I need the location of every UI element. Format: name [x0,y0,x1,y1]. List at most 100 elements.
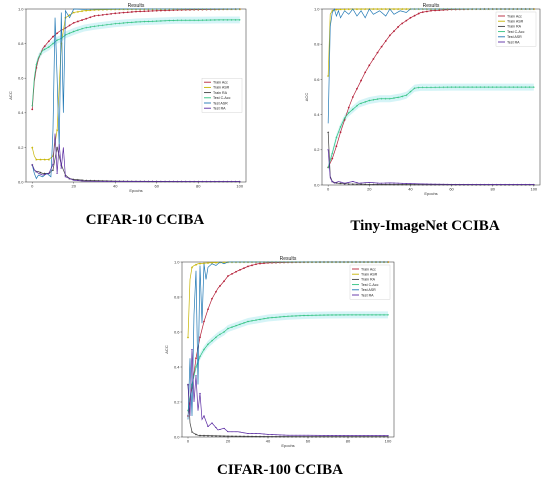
series-test-asr [31,8,240,180]
y-tick-label: 0.6 [174,329,180,334]
point-test-c-acc [130,21,133,24]
x-axis-label: Epochs [424,191,437,196]
point-train-acc [364,71,367,74]
point-train-ra [339,182,342,185]
point-train-acc [85,17,88,20]
point-train-acc [360,79,362,82]
legend-box [495,11,537,47]
point-test-c-acc [239,323,241,326]
y-tick-label: 1.0 [174,259,180,264]
point-train-ra [339,435,341,438]
point-train-asr [343,8,346,11]
point-test-c-acc [271,316,273,319]
point-test-c-acc [425,86,428,89]
point-train-ra [351,435,353,438]
point-test-c-acc [360,102,362,105]
point-train-asr [214,261,218,264]
x-tick-label: 60 [449,187,454,192]
x-tick-label: 60 [155,184,160,189]
x-axis-label: Epochs [129,188,142,193]
point-train-acc [106,13,108,16]
point-train-acc [160,9,162,12]
point-test-c-acc [52,42,54,45]
point-test-c-acc [438,86,441,89]
point-train-ra [223,435,225,437]
point-train-ra [247,435,249,438]
point-train-acc [421,11,424,14]
point-train-acc [47,40,50,43]
point-train-asr [93,8,96,12]
series-line-test-asr [327,8,534,124]
point-train-ra [263,435,265,438]
point-train-ra [355,183,358,185]
point-test-c-acc [372,98,375,101]
point-train-ra [371,435,373,438]
point-train-ra [409,183,412,186]
point-test-c-acc [368,99,371,102]
point-train-asr [190,266,194,269]
point-train-ra [343,435,345,438]
point-train-acc [376,51,379,54]
point-train-acc [425,10,428,13]
point-train-ra [331,435,333,438]
point-train-ra [81,179,84,181]
point-test-c-acc [97,24,100,27]
point-test-c-acc [35,63,38,66]
point-test-c-acc [327,166,330,169]
point-test-c-acc [164,19,166,22]
point-test-c-acc [226,18,229,21]
point-test-c-acc [222,18,225,21]
point-test-c-acc [275,316,277,319]
point-train-ra [355,435,357,438]
point-test-c-acc [397,96,399,99]
point-train-acc [155,9,158,12]
point-train-asr [380,7,383,11]
point-test-c-acc [327,314,329,316]
point-train-acc [372,58,375,60]
point-test-c-acc [355,313,357,316]
point-test-c-acc [155,20,158,23]
point-test-c-acc [343,313,345,316]
point-train-ra [397,183,400,186]
point-test-c-acc [235,324,237,327]
point-test-c-acc [520,86,523,89]
legend-label: Train ASR [507,20,524,24]
legend-label: Train ASR [213,86,230,90]
point-train-ra [363,435,365,438]
legend-label: Train RA [361,278,376,282]
legend-label: Train RA [507,25,522,29]
cifar10-chart: Results 0 20 40 60 80 100 0.0 0.2 0.4 0.6 0.8 1.0 Epo… [6,2,250,193]
point-train-acc [380,45,383,48]
point-test-c-acc [319,314,321,317]
point-test-c-acc [279,316,281,318]
caption-cifar100: CIFAR-100 CCIBA [217,462,343,478]
point-test-c-acc [450,86,453,89]
series-line-test-c-acc [327,86,534,168]
point-train-acc [339,131,342,134]
point-test-c-acc [101,24,104,27]
point-train-ra [239,435,241,438]
point-test-c-acc [151,20,154,23]
legend-label: Test ASR [213,101,228,105]
point-train-acc [347,106,350,109]
point-test-c-acc [335,136,338,139]
point-test-c-acc [197,19,200,22]
point-test-c-acc [384,97,387,100]
point-test-c-acc [110,23,112,26]
point-train-acc [247,265,249,268]
point-test-c-acc [223,331,225,333]
point-test-c-acc [380,97,383,100]
point-train-ra [413,183,416,186]
point-train-acc [68,24,71,27]
point-test-c-acc [299,314,301,317]
legend-label: Train ASR [361,273,378,277]
point-test-c-acc [331,314,333,316]
point-train-ra [76,178,79,181]
point-test-c-acc [211,339,213,342]
point-test-c-acc [215,336,217,339]
point-test-c-acc [359,313,361,316]
point-test-c-acc [291,315,293,317]
series-test-c-acc [327,86,535,169]
point-test-c-acc [68,32,71,35]
